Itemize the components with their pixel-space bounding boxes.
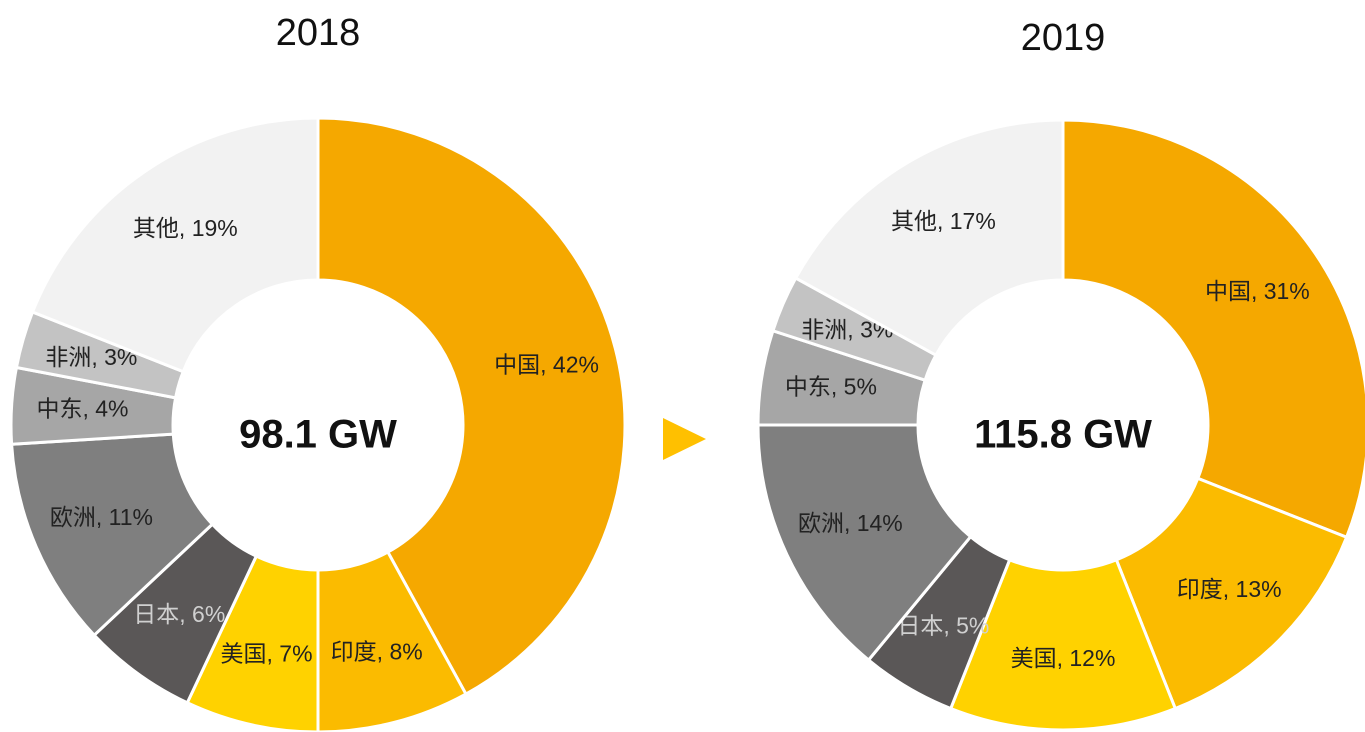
wedge — [1114, 476, 1349, 711]
data-label: 印度, 8% — [331, 639, 423, 665]
data-label: 美国, 12% — [1011, 645, 1116, 671]
wedge — [948, 557, 1178, 732]
center-label: 98.1 GW — [239, 413, 397, 457]
wedge — [756, 423, 973, 663]
data-label: 日本, 5% — [897, 612, 989, 638]
data-label: 其他, 19% — [133, 215, 238, 241]
data-label: 印度, 13% — [1177, 576, 1282, 602]
chart-title: 2019 — [1021, 17, 1106, 59]
chart-title: 2018 — [276, 12, 361, 54]
data-label: 欧洲, 11% — [50, 504, 153, 530]
data-label: 其他, 17% — [891, 208, 996, 234]
data-label: 美国, 7% — [221, 640, 313, 666]
data-label: 中国, 42% — [494, 351, 599, 377]
wedge — [10, 432, 215, 638]
wedge — [793, 118, 1065, 358]
arrow — [663, 418, 706, 460]
data-label: 中国, 31% — [1205, 278, 1310, 304]
wedge — [1061, 118, 1365, 540]
data-label: 日本, 6% — [133, 601, 225, 627]
wedge — [316, 116, 627, 697]
data-label: 中东, 4% — [36, 395, 128, 421]
center-label: 115.8 GW — [974, 413, 1152, 457]
data-label: 中东, 5% — [785, 373, 877, 399]
wedge — [30, 116, 320, 374]
data-label: 欧洲, 14% — [798, 510, 903, 536]
